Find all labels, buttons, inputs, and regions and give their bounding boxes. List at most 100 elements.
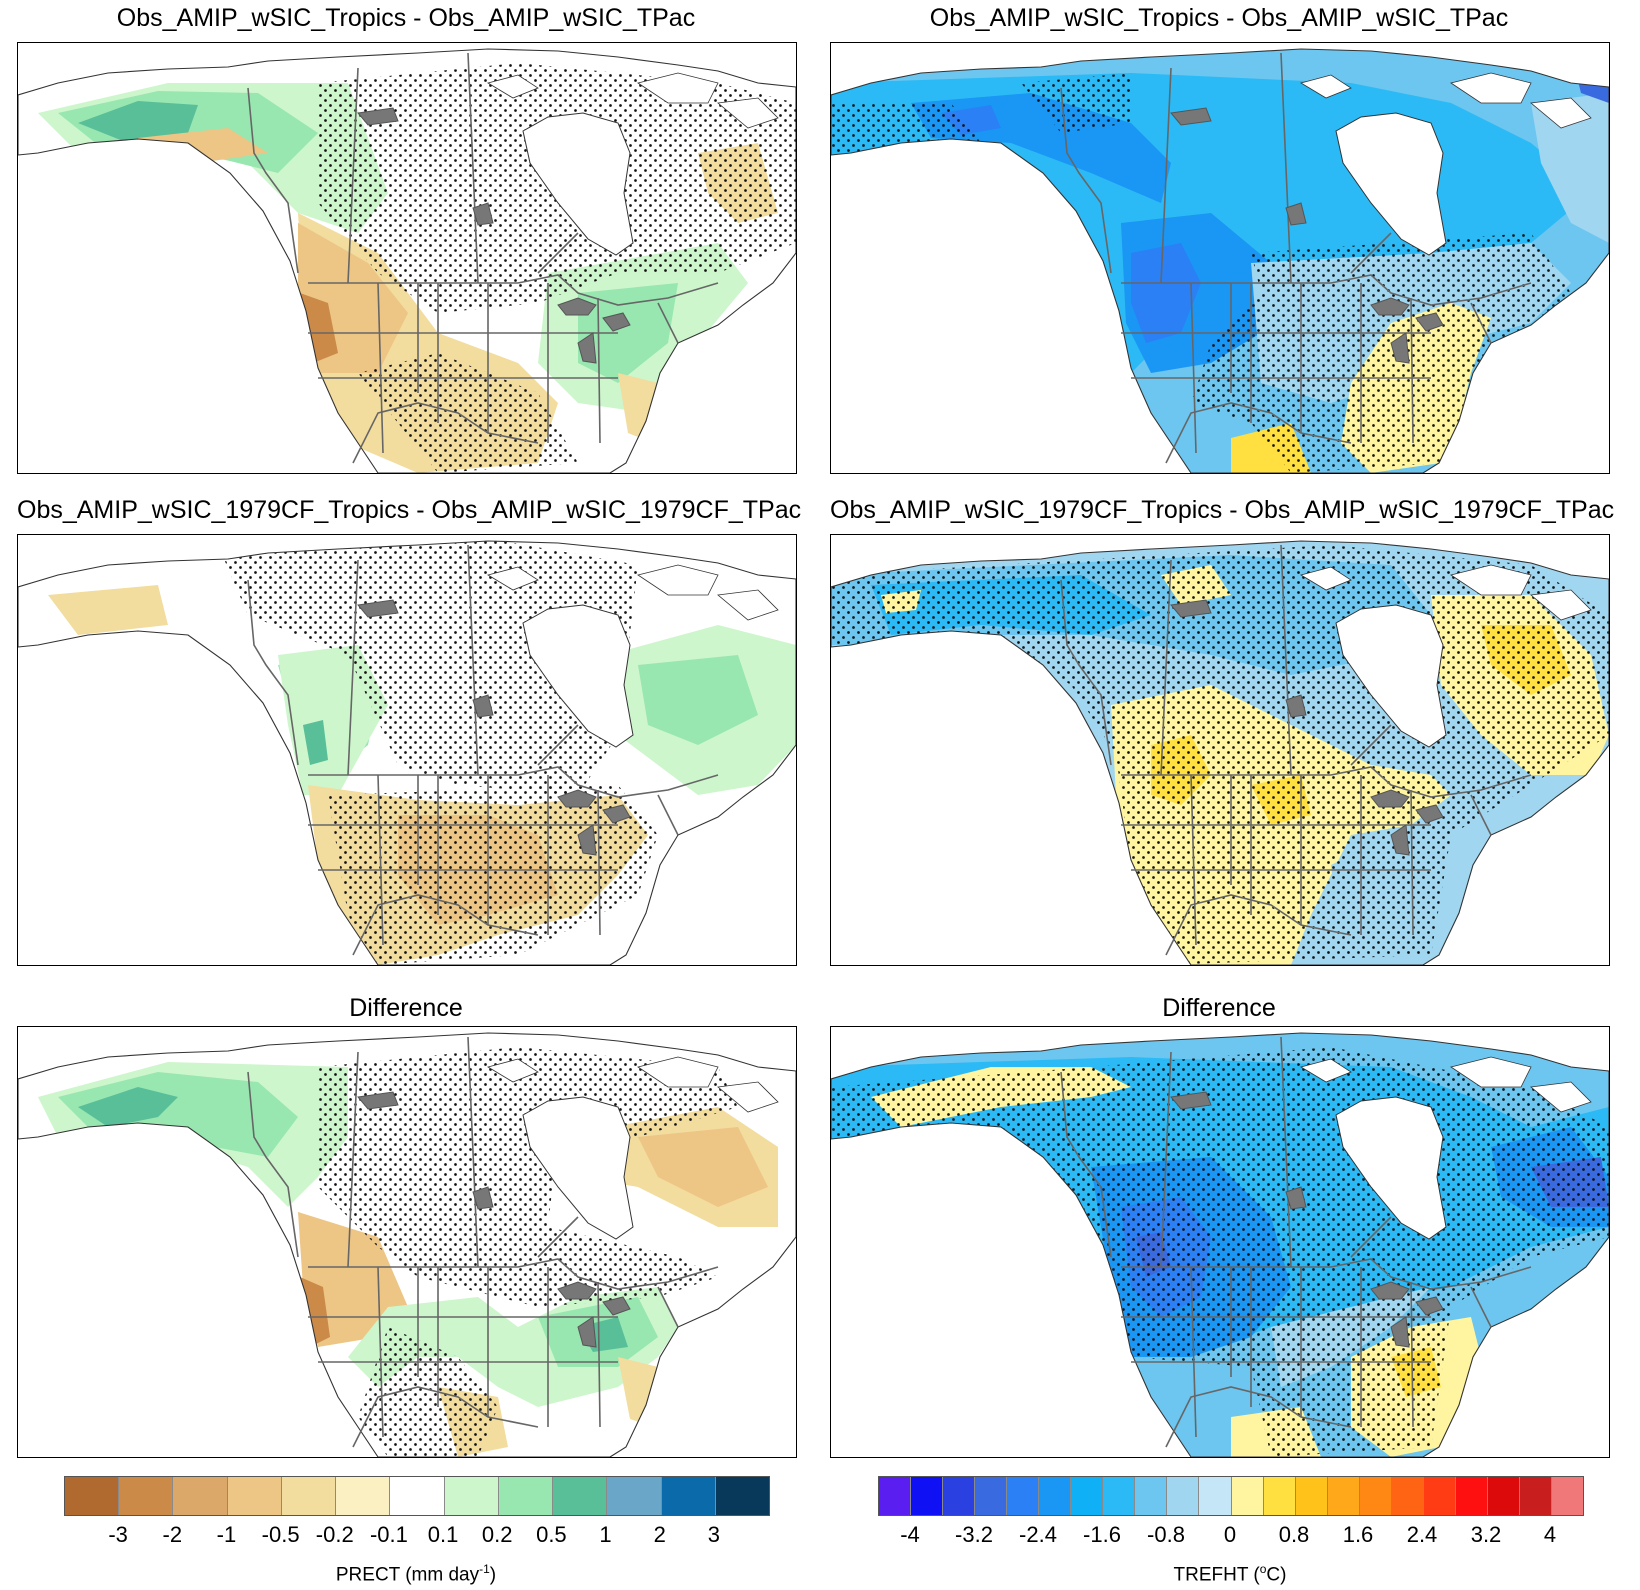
lake [1170, 107, 1212, 126]
lake [557, 1281, 597, 1300]
prect-colorbar-tick-label: -3 [108, 1522, 128, 1547]
prect-colorbar-tick-label: -2 [162, 1522, 183, 1547]
land-shading [18, 49, 796, 473]
political-border [377, 282, 384, 454]
map-prect-1979cf [17, 534, 797, 966]
prect-colorbar-tick-label: -0.2 [315, 1522, 354, 1547]
prect-colorbar-cell [227, 1477, 282, 1515]
contour-region [1531, 93, 1609, 243]
lake [1370, 1281, 1410, 1300]
map-trefht-tropics-minus-tpac [830, 42, 1610, 474]
arctic-island [1530, 1081, 1592, 1113]
trefht-colorbar-tick-label: 0 [1223, 1522, 1237, 1547]
prect-colorbar-tick-label: 0.5 [536, 1522, 567, 1547]
panel-title-prect-middle: Obs_AMIP_wSIC_1979CF_Tropics - Obs_AMIP_… [17, 496, 802, 524]
trefht-colorbar-tick-label: 4 [1543, 1522, 1557, 1547]
trefht-colorbar-cell [911, 1477, 944, 1515]
political-border [308, 1258, 719, 1290]
political-border [1410, 1281, 1414, 1428]
trefht-colorbar-cell [1327, 1477, 1360, 1515]
trefht-colorbar-tick-label: 2.4 [1406, 1522, 1438, 1547]
arctic-island [1299, 74, 1352, 99]
trefht-colorbar-tick-label: -1.6 [1083, 1522, 1121, 1547]
political-border [347, 1051, 359, 1268]
political-border [247, 1071, 299, 1258]
political-border [1060, 579, 1112, 766]
political-border [247, 87, 299, 274]
trefht-colorbar-tick-label: -3.2 [955, 1522, 993, 1547]
lake [1370, 297, 1410, 316]
trefht-colorbar-cell [1295, 1477, 1328, 1515]
coastline [831, 1032, 1609, 1457]
prect-colorbar-cell [65, 1477, 120, 1515]
land-shading [831, 49, 1609, 473]
prect-colorbar-cell [173, 1477, 228, 1515]
land-shading [18, 541, 796, 965]
prect-colorbar-tick-label: -0.5 [261, 1522, 300, 1547]
prect-colorbar-cell [498, 1477, 554, 1515]
contour-region [78, 1087, 178, 1127]
coastline [18, 540, 796, 965]
trefht-colorbar-tick-label: -0.8 [1147, 1522, 1185, 1547]
trefht-colorbar-cell [1519, 1477, 1552, 1515]
lake [1370, 789, 1410, 808]
trefht-colorbar-tick-label: -4 [900, 1522, 920, 1547]
arctic-island [1450, 564, 1532, 596]
significance-stipple [318, 1047, 738, 1307]
prect-colorbar-cell [390, 1477, 445, 1515]
hudson-bay [522, 1096, 634, 1240]
trefht-colorbar-tick-label: -2.4 [1019, 1522, 1057, 1547]
panel-title-prect-difference: Difference [349, 994, 463, 1022]
political-border [1350, 1216, 1392, 1258]
political-border [1280, 52, 1292, 284]
lake [357, 107, 399, 126]
prect-colorbar-cell [119, 1477, 174, 1515]
prect-colorbar-tick-label: -0.1 [369, 1522, 408, 1547]
map-trefht-1979cf [830, 534, 1610, 966]
political-border [347, 67, 359, 284]
lake [577, 824, 597, 856]
trefht-colorbar-cell [1487, 1477, 1520, 1515]
lake [1415, 804, 1444, 824]
political-border [1410, 297, 1414, 444]
political-border [347, 559, 359, 776]
lake [1390, 332, 1410, 364]
political-border [537, 232, 579, 274]
arctic-island [717, 1081, 779, 1113]
political-border [1470, 302, 1492, 344]
hudson-bay [522, 604, 634, 748]
panel-title-trefht-top: Obs_AMIP_wSIC_Tropics - Obs_AMIP_wSIC_TP… [929, 4, 1509, 32]
political-border [1060, 1071, 1112, 1258]
map-canvas [831, 1032, 1609, 1457]
lake [1170, 599, 1212, 618]
coastline [18, 1032, 796, 1457]
prect-colorbar-label: PRECT (mm day-1) [335, 1562, 497, 1586]
political-border [1160, 559, 1172, 776]
political-border [1280, 1036, 1292, 1268]
political-border [308, 766, 719, 798]
arctic-island [637, 1056, 719, 1088]
contour-region [638, 1127, 768, 1207]
contour-region [48, 585, 168, 635]
lake [1285, 202, 1307, 226]
hudson-bay [522, 112, 634, 256]
hudson-bay [1335, 112, 1447, 256]
political-border [597, 789, 601, 936]
significance-stipple [358, 1327, 498, 1457]
lake [557, 789, 597, 808]
arctic-island [1530, 97, 1592, 129]
trefht-colorbar-cell [943, 1477, 976, 1515]
trefht-colorbar-cell [1263, 1477, 1296, 1515]
arctic-island [486, 566, 539, 591]
contour-region [638, 655, 758, 745]
political-border [597, 1281, 601, 1428]
lake [1285, 1186, 1307, 1210]
map-prect-difference [17, 1026, 797, 1458]
prect-colorbar-tick-label: 0.2 [481, 1522, 513, 1547]
prect-colorbar-cell [715, 1477, 770, 1515]
contour-region [1571, 1033, 1609, 1067]
trefht-colorbar-cell [1423, 1477, 1456, 1515]
political-border [537, 1216, 579, 1258]
trefht-colorbar-cell [879, 1477, 912, 1515]
lake [472, 202, 494, 226]
